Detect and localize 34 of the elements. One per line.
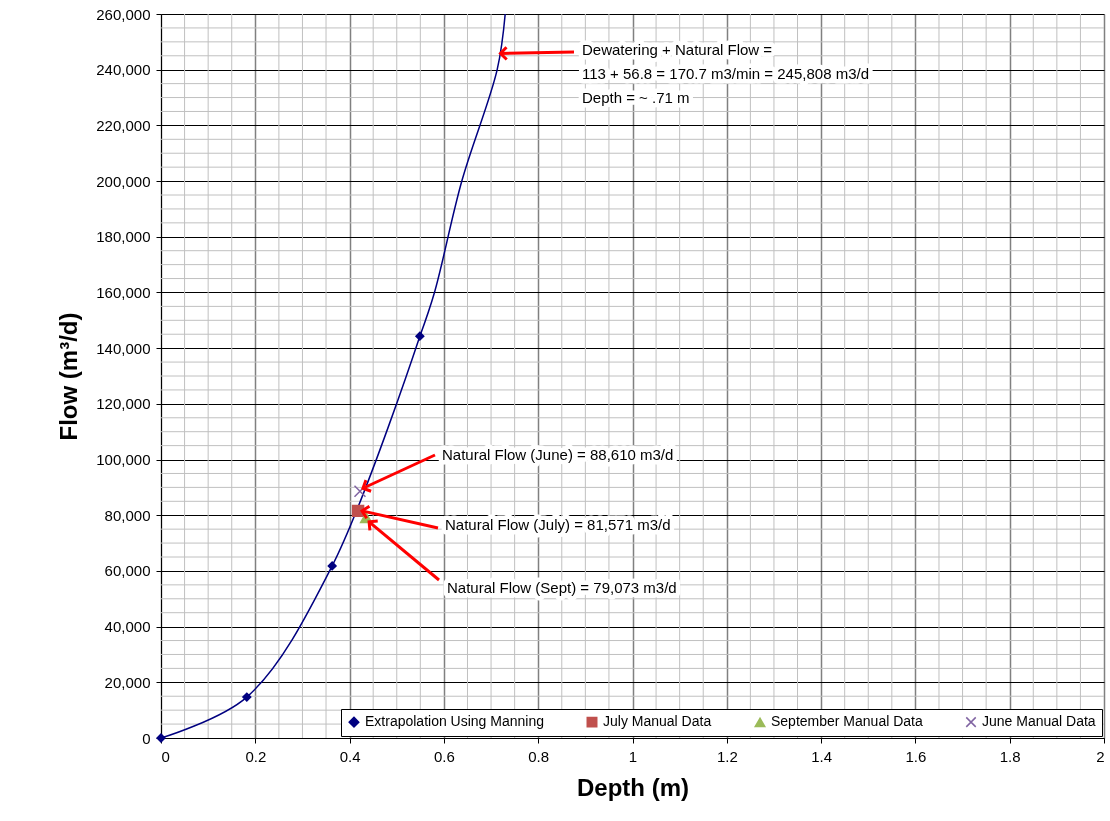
x-tick-label: 2 — [1096, 747, 1105, 765]
y-tick-label: 120,000 — [96, 395, 151, 413]
y-tick-label: 200,000 — [96, 172, 151, 190]
y-tick-label: 40,000 — [104, 618, 151, 636]
x-tick-label: 0.6 — [433, 747, 455, 765]
annotation: Natural Flow (June) = 88,610 m3/d — [442, 446, 674, 463]
x-tick-label: 0 — [161, 747, 170, 765]
x-tick-label: 1 — [628, 747, 638, 765]
x-tick-label: 1.8 — [999, 747, 1021, 765]
x-tick-label: 1.6 — [905, 747, 927, 765]
legend-label: Extrapolation Using Manning — [365, 713, 544, 730]
x-tick-label: 1.2 — [716, 747, 738, 765]
y-tick-label: 240,000 — [96, 61, 151, 79]
legend-label: July Manual Data — [603, 713, 712, 730]
y-tick-label: 260,000 — [96, 5, 151, 23]
y-tick-label: 220,000 — [96, 116, 151, 134]
y-tick-label: 160,000 — [96, 283, 151, 301]
y-tick-label: 60,000 — [104, 562, 151, 580]
x-tick-label: 0.2 — [245, 747, 267, 765]
y-axis-title: Flow (m³/d) — [55, 312, 83, 441]
annotation: Natural Flow (Sept) = 79,073 m3/d — [447, 579, 677, 596]
x-axis-title: Depth (m) — [577, 773, 689, 801]
x-tick-label: 0.8 — [528, 747, 550, 765]
legend-label: June Manual Data — [982, 713, 1096, 730]
x-tick-label: 1.4 — [811, 747, 833, 765]
y-tick-label: 180,000 — [96, 228, 151, 246]
y-tick-label: 0 — [142, 729, 151, 747]
annotation: Natural Flow (July) = 81,571 m3/d — [445, 516, 671, 533]
y-tick-label: 100,000 — [96, 451, 151, 469]
y-tick-label: 80,000 — [104, 506, 151, 524]
y-tick-label: 20,000 — [104, 673, 151, 691]
y-tick-label: 140,000 — [96, 339, 151, 357]
legend-label: September Manual Data — [771, 713, 923, 730]
x-tick-label: 0.4 — [339, 747, 361, 765]
